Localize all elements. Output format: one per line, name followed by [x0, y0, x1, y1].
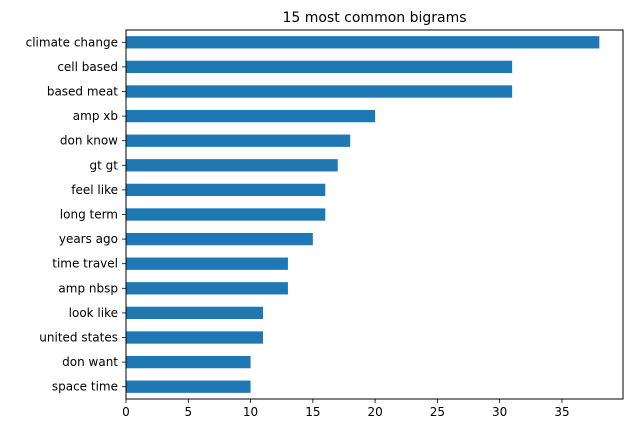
y-tick-label: based meat — [47, 85, 118, 99]
y-tick-label: gt gt — [90, 158, 119, 172]
chart-title: 15 most common bigrams — [282, 10, 466, 26]
x-tick-label: 5 — [184, 405, 192, 419]
x-tick-label: 15 — [305, 405, 320, 419]
bar — [126, 183, 326, 197]
plot-frame — [125, 29, 624, 400]
y-tick-label: amp nbsp — [58, 281, 118, 295]
y-tick-label: don want — [62, 355, 118, 369]
bar — [126, 109, 376, 123]
y-tick-label: long term — [60, 208, 118, 222]
y-tick-label: years ago — [59, 232, 118, 246]
x-tick-label: 20 — [367, 405, 382, 419]
bar — [126, 208, 326, 221]
bar — [126, 380, 251, 393]
x-tick-label: 10 — [243, 405, 258, 419]
y-tick-label: amp xb — [73, 109, 118, 123]
y-tick-label: don know — [60, 134, 118, 148]
x-tick-label: 35 — [554, 405, 569, 419]
y-axis-ticks: climate change cell based based meat amp xb… — [26, 35, 126, 394]
bar — [126, 257, 288, 270]
bar — [126, 306, 264, 320]
y-tick-label: united states — [39, 331, 118, 345]
bar — [126, 60, 513, 74]
bar — [126, 134, 351, 147]
bar — [126, 282, 288, 295]
bar — [126, 331, 264, 344]
y-tick-label: look like — [69, 306, 118, 320]
x-tick-label: 30 — [492, 405, 507, 419]
bar — [126, 232, 313, 246]
y-tick-label: feel like — [71, 183, 118, 197]
y-tick-label: climate change — [26, 35, 118, 49]
y-tick-label: time travel — [52, 257, 118, 271]
y-tick-label: space time — [52, 380, 118, 394]
bar — [126, 159, 338, 172]
y-tick-label: cell based — [57, 60, 118, 74]
bar — [126, 36, 600, 49]
x-tick-label: 0 — [122, 405, 130, 419]
x-axis-ticks: 0 5 10 15 20 25 30 35 — [122, 399, 570, 419]
bar — [126, 85, 513, 98]
x-tick-label: 25 — [430, 405, 445, 419]
bars-layer — [126, 36, 600, 393]
bar — [126, 355, 251, 369]
